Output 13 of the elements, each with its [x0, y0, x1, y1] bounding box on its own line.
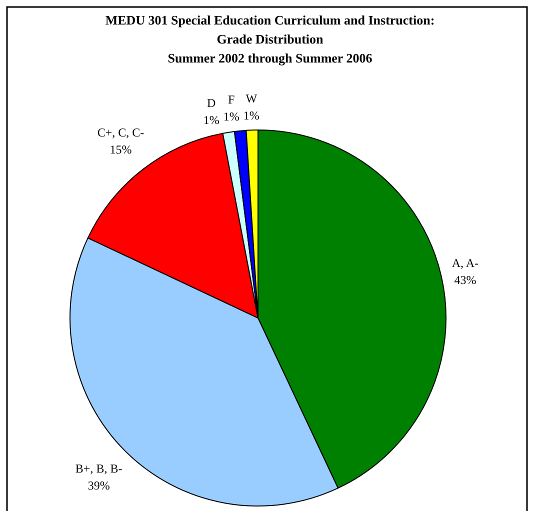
data-label: 1% [203, 112, 220, 127]
slice-label: D [207, 96, 216, 110]
data-label: 43% [454, 273, 476, 288]
chart-title: MEDU 301 Special Education Curriculum and Instruction: Grade Distribution Summer 2002 through Summer 2006 [105, 12, 435, 66]
data-label: 1% [223, 110, 240, 124]
data-label: 1% [243, 108, 260, 122]
slice-label: W [246, 91, 258, 106]
data-label: 39% [88, 478, 110, 493]
slice-label: F [228, 92, 236, 107]
data-label: 15% [110, 142, 132, 157]
slice-label: B+, B, B- [75, 462, 122, 476]
slice-label: C+, C, C- [97, 126, 144, 140]
slice-label: A, A- [452, 256, 479, 270]
